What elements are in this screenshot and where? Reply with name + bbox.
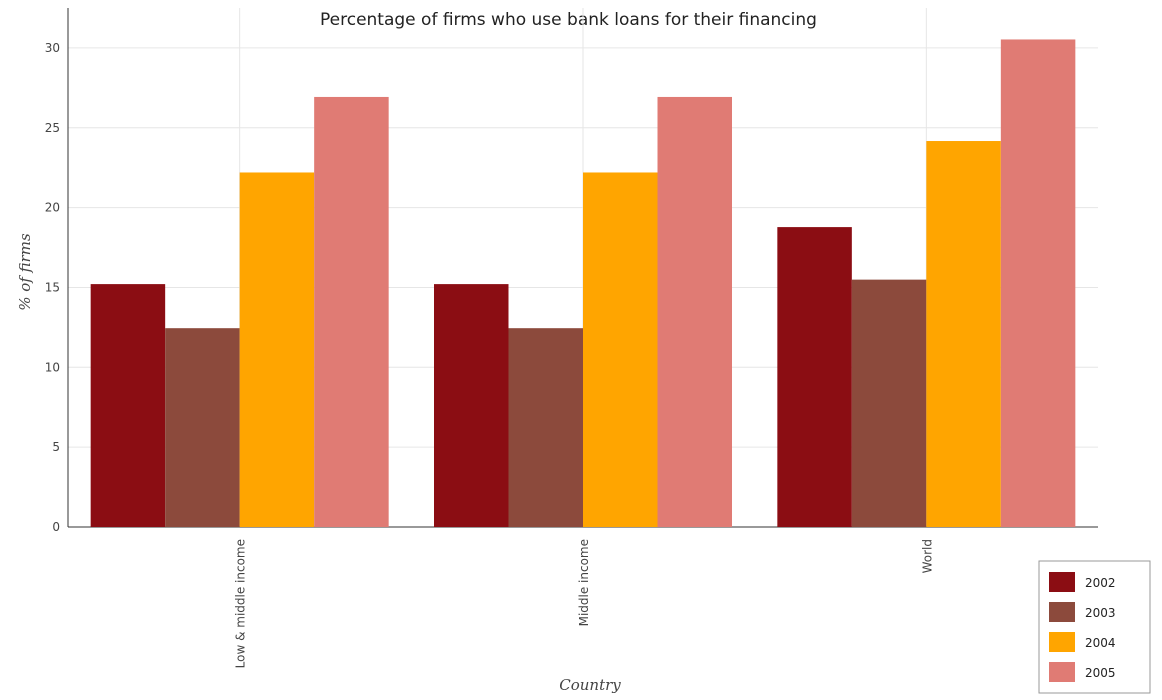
y-tick-label: 5 [52,440,60,454]
legend-label: 2003 [1085,606,1116,620]
x-tick-label: World [920,539,934,573]
bar [657,96,732,528]
y-tick-label: 30 [45,41,60,55]
legend-label: 2005 [1085,666,1116,680]
bar [583,172,658,527]
bar [851,279,927,527]
y-tick-label: 10 [45,360,60,374]
legend-swatch [1049,632,1075,652]
x-tick-label: Middle income [577,539,591,626]
legend-swatch [1049,572,1075,592]
bar [926,141,1001,528]
bar [90,284,166,527]
y-tick-label: 15 [45,280,60,294]
y-tick-label: 25 [45,121,60,135]
bar [434,284,509,527]
x-axis-label: Country [559,676,621,694]
bar [777,227,852,527]
bar [508,328,583,527]
legend-swatch [1049,662,1075,682]
bar [1000,39,1076,528]
x-tick-label: Low & middle income [234,539,248,668]
legend-swatch [1049,602,1075,622]
legend-label: 2002 [1085,576,1116,590]
bar [165,328,240,527]
chart-title: Percentage of firms who use bank loans f… [320,10,817,30]
bar [314,96,389,528]
tick-labels: 0 5 10 15 20 25 30 Low & middle income Middle in… [45,41,935,668]
legend-label: 2004 [1085,636,1116,650]
y-axis-label: % of firms [16,233,34,311]
bar [239,172,315,527]
y-tick-label: 0 [52,520,60,534]
bars [90,39,1076,528]
legend: 2002 2003 2004 2005 [1038,560,1151,694]
y-tick-label: 20 [45,201,60,215]
